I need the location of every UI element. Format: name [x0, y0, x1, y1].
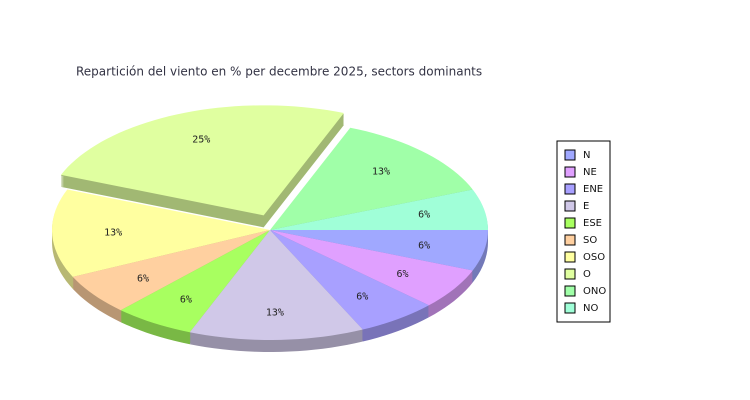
legend-swatch	[564, 217, 576, 229]
value-label: 6%	[418, 240, 430, 251]
legend-label: O	[583, 269, 591, 280]
legend-label: SO	[583, 235, 597, 246]
legend-swatch	[564, 268, 576, 280]
legend-label: N	[583, 150, 590, 161]
slice	[52, 189, 270, 277]
slice	[189, 230, 363, 340]
legend-swatch	[564, 200, 576, 212]
value-label: 25%	[192, 135, 210, 146]
legend-label: E	[583, 201, 589, 212]
legend-swatch	[564, 302, 576, 314]
legend-label: NE	[583, 167, 597, 178]
chart-title: Repartición del viento en % per decembre…	[76, 65, 482, 79]
legend-swatch	[564, 183, 576, 195]
legend-swatch	[564, 251, 576, 263]
value-label: 13%	[104, 228, 122, 239]
legend-swatch	[564, 285, 576, 297]
legend-swatch	[564, 149, 576, 161]
slice	[270, 127, 473, 230]
legend-label: ONO	[583, 286, 606, 297]
value-label: 13%	[372, 167, 390, 178]
value-label: 6%	[418, 210, 430, 221]
slice	[72, 230, 270, 311]
slice	[60, 105, 344, 216]
legend-label: ESE	[583, 218, 602, 229]
legend-label: NO	[583, 303, 598, 314]
value-label: 6%	[356, 292, 368, 303]
value-label: 13%	[266, 307, 284, 318]
slice	[270, 230, 429, 330]
slice	[120, 230, 271, 333]
value-label: 6%	[397, 269, 409, 280]
legend-swatch	[564, 166, 576, 178]
legend-swatch	[564, 234, 576, 246]
slice	[270, 189, 488, 230]
slice	[270, 230, 473, 306]
value-label: 6%	[137, 273, 149, 284]
legend-label: ENE	[583, 184, 603, 195]
slice	[270, 230, 488, 271]
legend-label: OSO	[583, 252, 605, 263]
value-label: 6%	[180, 295, 192, 306]
